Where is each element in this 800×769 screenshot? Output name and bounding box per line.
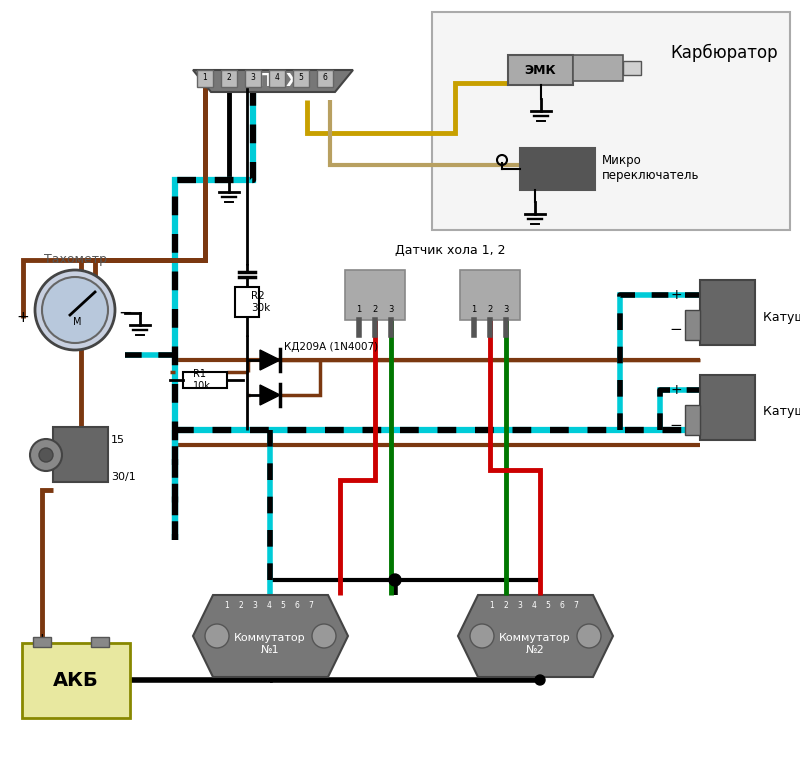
Text: 3: 3: [388, 305, 394, 315]
Text: 2: 2: [487, 305, 493, 315]
FancyBboxPatch shape: [508, 55, 573, 85]
Text: 7: 7: [574, 601, 578, 610]
Text: −: −: [93, 631, 107, 649]
Text: +: +: [17, 311, 30, 325]
Text: 1: 1: [225, 601, 230, 610]
Polygon shape: [260, 350, 280, 370]
Text: −: −: [118, 304, 132, 322]
FancyBboxPatch shape: [197, 70, 213, 87]
Circle shape: [535, 675, 545, 685]
FancyBboxPatch shape: [623, 61, 641, 75]
FancyBboxPatch shape: [269, 70, 285, 87]
Text: 5: 5: [298, 74, 303, 82]
FancyBboxPatch shape: [345, 270, 405, 320]
Text: М: М: [73, 317, 82, 327]
Text: Коммутатор
№2: Коммутатор №2: [499, 633, 571, 654]
Text: 1: 1: [490, 601, 494, 610]
Circle shape: [312, 624, 336, 648]
Text: 15: 15: [111, 435, 125, 445]
Circle shape: [205, 624, 229, 648]
Text: 5: 5: [281, 601, 286, 610]
Circle shape: [39, 448, 53, 462]
FancyBboxPatch shape: [700, 375, 755, 440]
Text: 4: 4: [266, 601, 271, 610]
Text: АКБ: АКБ: [53, 671, 99, 690]
Text: КД209А (1N4007): КД209А (1N4007): [284, 342, 378, 352]
Text: 6: 6: [559, 601, 565, 610]
FancyBboxPatch shape: [293, 70, 309, 87]
Circle shape: [389, 574, 401, 586]
Polygon shape: [260, 385, 280, 405]
Text: 2: 2: [372, 305, 378, 315]
Text: 3: 3: [503, 305, 509, 315]
FancyBboxPatch shape: [573, 55, 623, 81]
Text: Датчик хола 1, 2: Датчик хола 1, 2: [394, 244, 506, 257]
FancyBboxPatch shape: [91, 637, 109, 647]
Text: Микро
переключатель: Микро переключатель: [602, 154, 699, 182]
Text: 2: 2: [226, 74, 231, 82]
FancyBboxPatch shape: [317, 70, 333, 87]
Text: 7: 7: [309, 601, 314, 610]
Text: Коммутатор
№1: Коммутатор №1: [234, 633, 306, 654]
Text: Катушка №1: Катушка №1: [763, 405, 800, 418]
FancyBboxPatch shape: [221, 70, 237, 87]
Text: Тахометр: Тахометр: [43, 254, 106, 267]
FancyBboxPatch shape: [460, 270, 520, 320]
Text: 3: 3: [250, 74, 255, 82]
Circle shape: [42, 277, 108, 343]
Text: Катушка №2: Катушка №2: [763, 311, 800, 324]
Text: 1: 1: [471, 305, 477, 315]
Text: 2: 2: [504, 601, 508, 610]
FancyBboxPatch shape: [22, 643, 130, 718]
Text: Карбюратор: Карбюратор: [670, 44, 778, 62]
FancyBboxPatch shape: [432, 12, 790, 230]
FancyBboxPatch shape: [235, 287, 259, 317]
Text: 4: 4: [531, 601, 537, 610]
Text: 5: 5: [546, 601, 550, 610]
Text: −: −: [670, 322, 682, 338]
Circle shape: [577, 624, 601, 648]
Text: 3: 3: [253, 601, 258, 610]
Text: 1: 1: [356, 305, 362, 315]
Text: 3: 3: [518, 601, 522, 610]
Circle shape: [35, 270, 115, 350]
FancyBboxPatch shape: [685, 310, 700, 340]
Text: ЭМК: ЭМК: [524, 64, 556, 76]
Polygon shape: [193, 595, 348, 677]
Text: +: +: [670, 288, 682, 302]
Text: +: +: [36, 632, 48, 647]
Text: 30/1: 30/1: [111, 472, 136, 482]
Polygon shape: [458, 595, 613, 677]
FancyBboxPatch shape: [700, 280, 755, 345]
FancyBboxPatch shape: [685, 405, 700, 435]
FancyBboxPatch shape: [53, 427, 108, 482]
FancyBboxPatch shape: [520, 148, 595, 190]
Text: 6: 6: [294, 601, 299, 610]
Polygon shape: [193, 70, 353, 92]
Text: 2: 2: [238, 601, 243, 610]
Text: 1: 1: [202, 74, 207, 82]
FancyBboxPatch shape: [33, 637, 51, 647]
Text: R1
10k: R1 10k: [193, 369, 211, 391]
Text: +: +: [670, 383, 682, 397]
FancyBboxPatch shape: [245, 70, 261, 87]
Text: −: −: [670, 418, 682, 432]
Text: R2
30k: R2 30k: [251, 291, 270, 313]
Circle shape: [30, 439, 62, 471]
FancyBboxPatch shape: [183, 372, 227, 388]
Text: 4: 4: [274, 74, 279, 82]
Circle shape: [470, 624, 494, 648]
Text: ЭПХХ: ЭПХХ: [245, 72, 301, 90]
Text: 6: 6: [322, 74, 327, 82]
